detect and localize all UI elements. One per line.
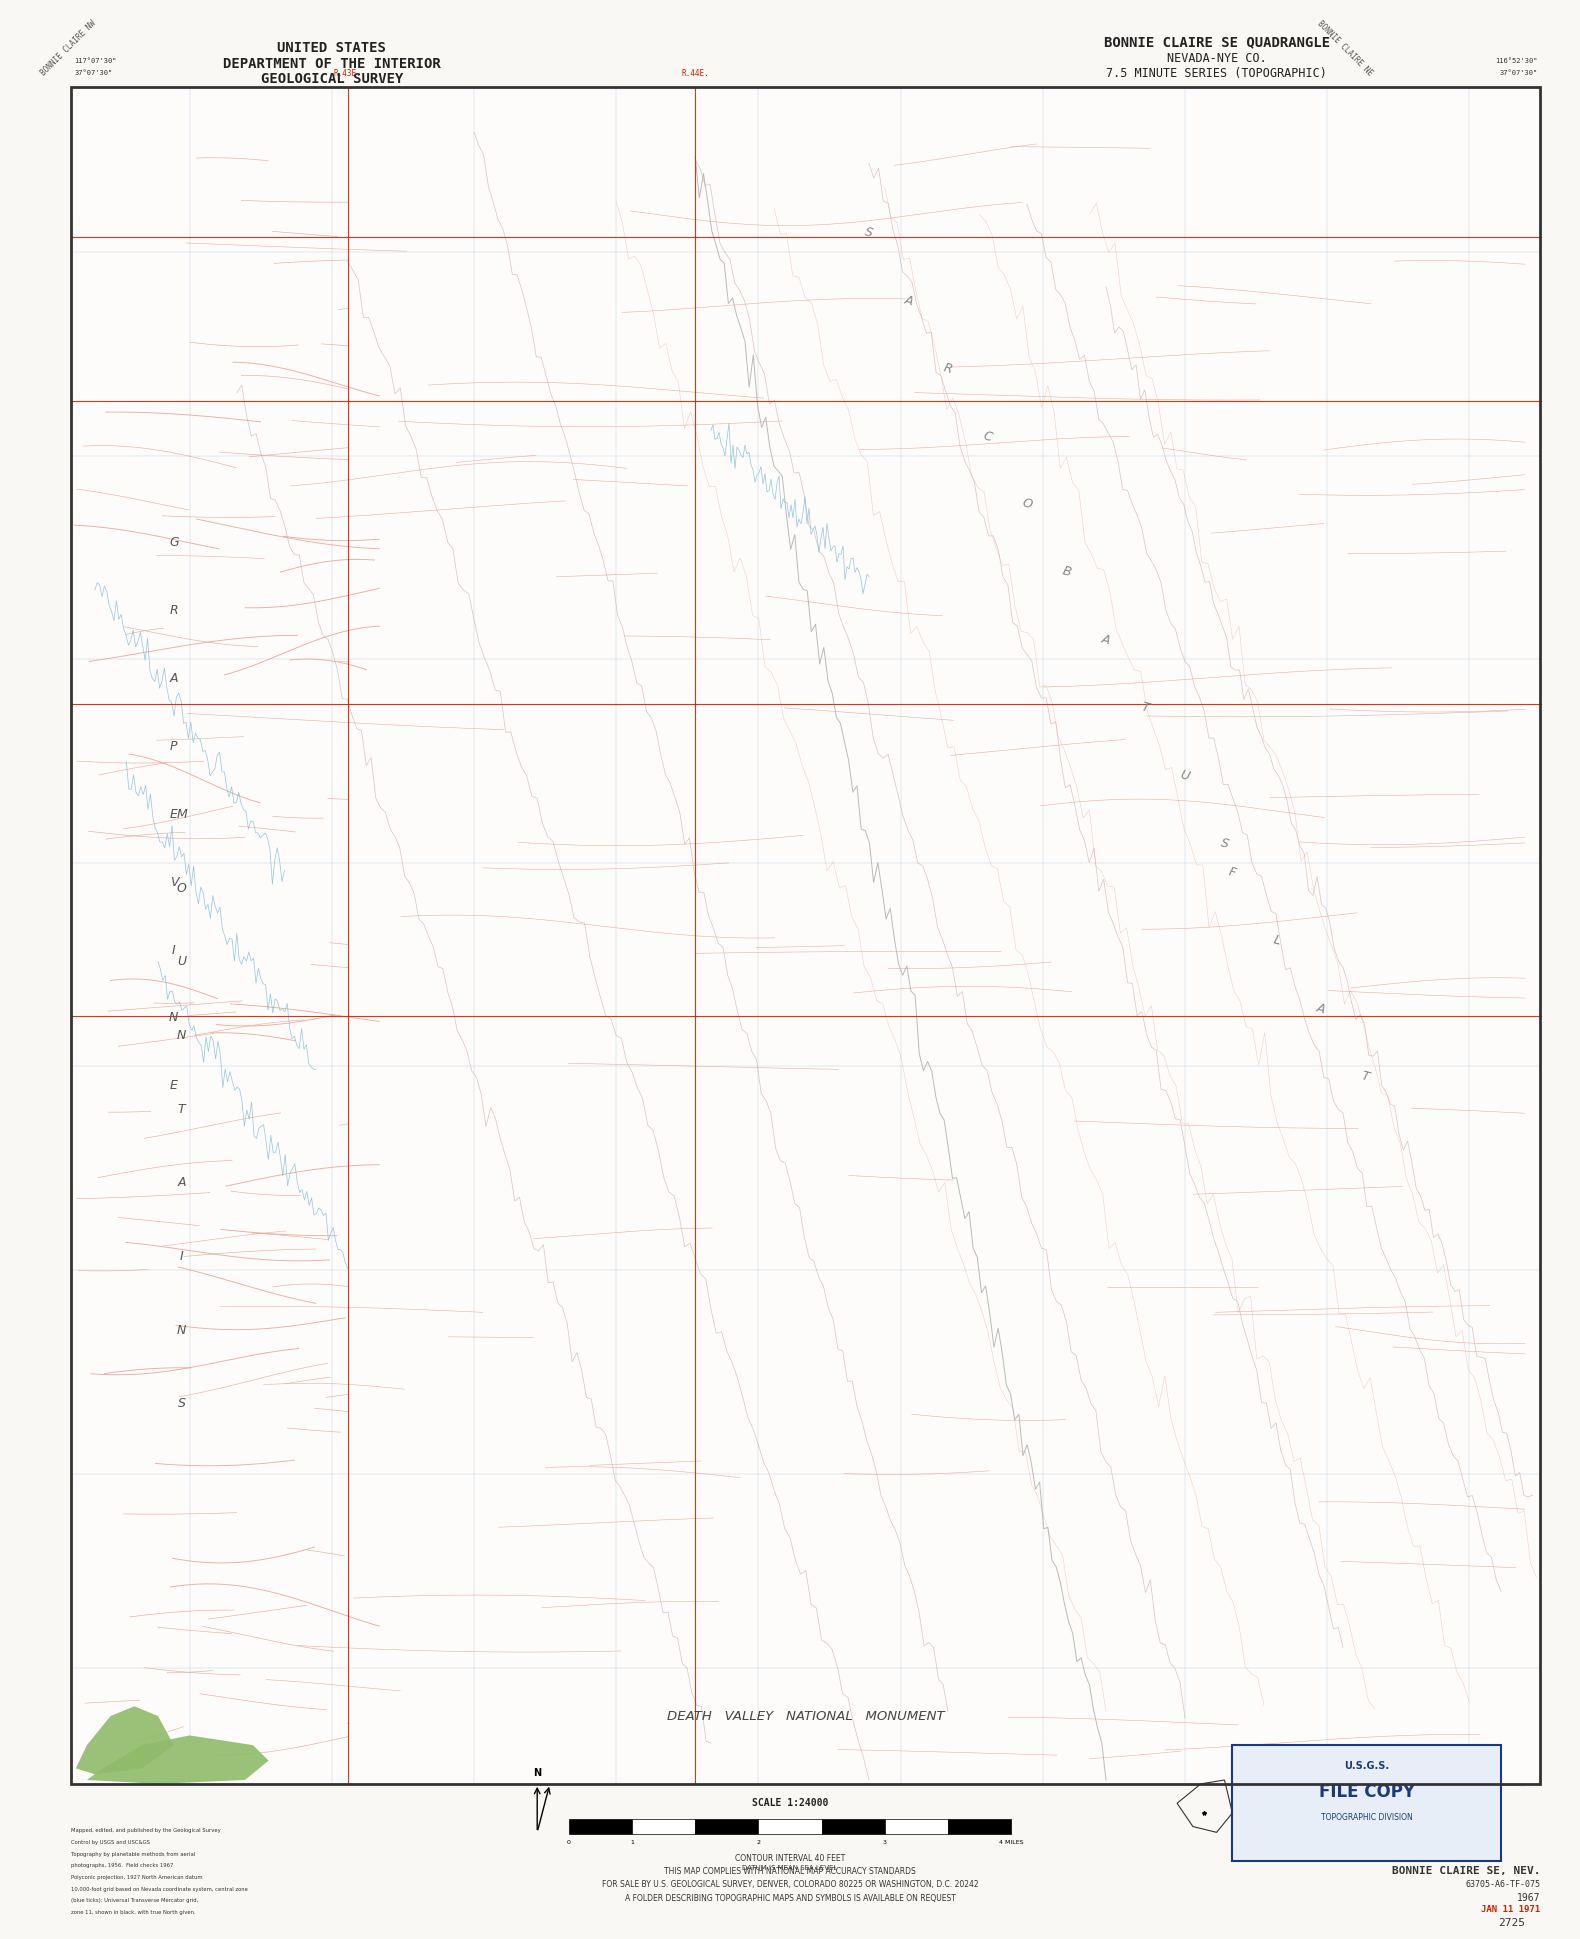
Text: Control by USGS and USC&GS: Control by USGS and USC&GS	[71, 1840, 150, 1846]
Text: GEOLOGICAL SURVEY: GEOLOGICAL SURVEY	[261, 72, 403, 87]
Text: M: M	[177, 809, 186, 820]
Text: TOPOGRAPHIC DIVISION: TOPOGRAPHIC DIVISION	[1321, 1813, 1413, 1823]
Text: zone 11, shown in black, with true North given.: zone 11, shown in black, with true North…	[71, 1910, 196, 1916]
Text: BONNIE CLAIRE SE QUADRANGLE: BONNIE CLAIRE SE QUADRANGLE	[1103, 35, 1330, 50]
Bar	[569, 1819, 632, 1834]
Text: DATUM IS MEAN SEA LEVEL: DATUM IS MEAN SEA LEVEL	[743, 1865, 837, 1871]
Text: O: O	[177, 882, 186, 894]
Text: U: U	[177, 956, 186, 968]
Text: (blue ticks): Universal Transverse Mercator grid,: (blue ticks): Universal Transverse Merca…	[71, 1898, 199, 1904]
Text: 2725: 2725	[1498, 1918, 1525, 1929]
Bar	[71, 87, 1540, 1784]
Text: 37°07'30": 37°07'30"	[74, 70, 112, 76]
Text: BONNIE CLAIRE SE, NEV.: BONNIE CLAIRE SE, NEV.	[1392, 1865, 1540, 1877]
Text: S: S	[1220, 836, 1229, 851]
Text: O: O	[1021, 496, 1033, 512]
Text: 0: 0	[567, 1840, 570, 1846]
Text: N: N	[532, 1768, 542, 1778]
Text: 1967: 1967	[1517, 1892, 1540, 1904]
Bar	[948, 1819, 1011, 1834]
Text: 117°07'30": 117°07'30"	[74, 58, 117, 64]
Text: FILE COPY: FILE COPY	[1319, 1782, 1414, 1801]
Text: S: S	[864, 225, 874, 240]
Text: Polyconic projection, 1927 North American datum: Polyconic projection, 1927 North America…	[71, 1875, 202, 1881]
Text: A FOLDER DESCRIBING TOPOGRAPHIC MAPS AND SYMBOLS IS AVAILABLE ON REQUEST: A FOLDER DESCRIBING TOPOGRAPHIC MAPS AND…	[624, 1894, 956, 1902]
Text: P: P	[171, 741, 177, 752]
Text: NEVADA-NYE CO.: NEVADA-NYE CO.	[1166, 52, 1267, 64]
Text: C: C	[981, 429, 994, 444]
Text: 7.5 MINUTE SERIES (TOPOGRAPHIC): 7.5 MINUTE SERIES (TOPOGRAPHIC)	[1106, 68, 1327, 79]
Text: A: A	[169, 673, 179, 684]
Text: R.43E.: R.43E.	[333, 68, 362, 78]
Text: A: A	[1315, 1001, 1327, 1016]
Polygon shape	[76, 1706, 174, 1774]
Text: A: A	[1100, 632, 1112, 648]
Text: 2: 2	[757, 1840, 760, 1846]
Text: R.44E.: R.44E.	[681, 68, 709, 78]
Text: 4 MILES: 4 MILES	[999, 1840, 1024, 1846]
Text: JAN 11 1971: JAN 11 1971	[1482, 1906, 1540, 1914]
Text: BONNIE CLAIRE NW: BONNIE CLAIRE NW	[40, 19, 98, 78]
Text: SCALE 1:24000: SCALE 1:24000	[752, 1797, 828, 1809]
Bar	[758, 1819, 822, 1834]
Text: DEATH   VALLEY   NATIONAL   MONUMENT: DEATH VALLEY NATIONAL MONUMENT	[667, 1710, 945, 1722]
Text: G: G	[169, 537, 179, 549]
Text: A: A	[902, 293, 915, 308]
Text: 37°07'30": 37°07'30"	[1499, 70, 1537, 76]
Text: A: A	[177, 1177, 186, 1189]
Text: Topography by planetable methods from aerial: Topography by planetable methods from ae…	[71, 1852, 196, 1858]
Text: 63705-A6-TF-075: 63705-A6-TF-075	[1466, 1881, 1540, 1889]
Text: U.S.G.S.: U.S.G.S.	[1345, 1761, 1389, 1770]
Text: N: N	[169, 1012, 179, 1024]
Text: B: B	[1060, 564, 1073, 580]
Text: Mapped, edited, and published by the Geological Survey: Mapped, edited, and published by the Geo…	[71, 1828, 221, 1834]
Text: T: T	[1141, 700, 1150, 715]
Text: R: R	[942, 361, 954, 376]
Text: T: T	[1360, 1068, 1370, 1084]
Text: THIS MAP COMPLIES WITH NATIONAL MAP ACCURACY STANDARDS: THIS MAP COMPLIES WITH NATIONAL MAP ACCU…	[664, 1867, 916, 1875]
Text: UNITED STATES: UNITED STATES	[278, 41, 386, 56]
Polygon shape	[87, 1735, 269, 1784]
Text: E: E	[171, 809, 177, 820]
Text: photographs, 1956.  Field checks 1967: photographs, 1956. Field checks 1967	[71, 1863, 174, 1869]
Text: I: I	[172, 944, 175, 956]
Text: L: L	[1272, 933, 1281, 948]
Text: I: I	[180, 1251, 183, 1262]
Text: S: S	[179, 1398, 185, 1410]
Text: 116°52'30": 116°52'30"	[1495, 58, 1537, 64]
Bar	[822, 1819, 885, 1834]
Text: N: N	[177, 1324, 186, 1336]
Text: N: N	[177, 1030, 186, 1041]
Text: 1: 1	[630, 1840, 634, 1846]
Text: DEPARTMENT OF THE INTERIOR: DEPARTMENT OF THE INTERIOR	[223, 56, 441, 72]
Bar	[695, 1819, 758, 1834]
Bar	[885, 1819, 948, 1834]
Text: V: V	[169, 876, 179, 888]
Text: FOR SALE BY U.S. GEOLOGICAL SURVEY, DENVER, COLORADO 80225 OR WASHINGTON, D.C. 2: FOR SALE BY U.S. GEOLOGICAL SURVEY, DENV…	[602, 1881, 978, 1889]
Text: E: E	[171, 1080, 177, 1092]
Bar	[1232, 1745, 1501, 1861]
Text: BONNIE CLAIRE NE: BONNIE CLAIRE NE	[1316, 19, 1375, 78]
Text: 3: 3	[883, 1840, 886, 1846]
Text: 10,000-foot grid based on Nevada coordinate system, central zone: 10,000-foot grid based on Nevada coordin…	[71, 1887, 248, 1892]
Text: U: U	[1179, 768, 1191, 783]
Text: CONTOUR INTERVAL 40 FEET: CONTOUR INTERVAL 40 FEET	[735, 1854, 845, 1863]
Text: R: R	[169, 605, 179, 617]
Text: T: T	[179, 1103, 185, 1115]
Bar	[632, 1819, 695, 1834]
Bar	[71, 87, 1540, 1784]
Text: F: F	[1228, 865, 1237, 880]
